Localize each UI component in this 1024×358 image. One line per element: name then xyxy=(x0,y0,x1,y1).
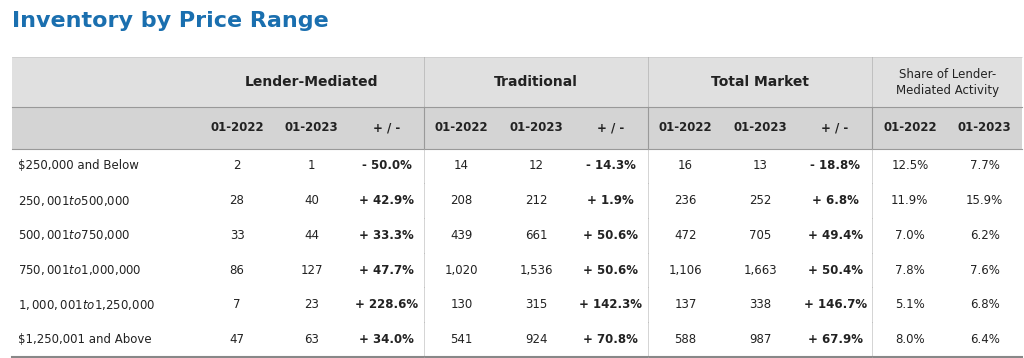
Text: 541: 541 xyxy=(451,333,472,346)
Text: + 6.8%: + 6.8% xyxy=(812,194,858,207)
Text: 439: 439 xyxy=(451,229,472,242)
Text: $750,001 to $1,000,000: $750,001 to $1,000,000 xyxy=(18,263,142,277)
Text: 338: 338 xyxy=(750,298,771,311)
Bar xyxy=(12,57,1022,107)
Text: - 18.8%: - 18.8% xyxy=(810,159,860,173)
Text: Share of Lender-
Mediated Activity: Share of Lender- Mediated Activity xyxy=(896,68,998,97)
Text: 01-2022: 01-2022 xyxy=(883,121,937,135)
Text: $1,000,001 to $1,250,000: $1,000,001 to $1,250,000 xyxy=(18,298,156,312)
Text: 33: 33 xyxy=(229,229,245,242)
Text: 705: 705 xyxy=(750,229,771,242)
Text: + / -: + / - xyxy=(821,121,849,135)
Bar xyxy=(12,107,1022,149)
Text: 472: 472 xyxy=(675,229,696,242)
Text: + 228.6%: + 228.6% xyxy=(355,298,418,311)
Text: 15.9%: 15.9% xyxy=(966,194,1004,207)
Text: 11.9%: 11.9% xyxy=(891,194,929,207)
Text: 130: 130 xyxy=(451,298,472,311)
Text: 6.4%: 6.4% xyxy=(970,333,999,346)
Text: 12.5%: 12.5% xyxy=(891,159,929,173)
Text: Lender-Mediated: Lender-Mediated xyxy=(245,75,379,90)
Text: + / -: + / - xyxy=(373,121,400,135)
Text: $500,001 to $750,000: $500,001 to $750,000 xyxy=(18,228,131,242)
Text: + / -: + / - xyxy=(597,121,625,135)
Text: + 50.6%: + 50.6% xyxy=(584,229,638,242)
Text: 236: 236 xyxy=(675,194,696,207)
Text: 16: 16 xyxy=(678,159,693,173)
Text: 987: 987 xyxy=(750,333,771,346)
Text: + 42.9%: + 42.9% xyxy=(359,194,414,207)
Text: + 33.3%: + 33.3% xyxy=(359,229,414,242)
Text: + 70.8%: + 70.8% xyxy=(584,333,638,346)
Text: + 47.7%: + 47.7% xyxy=(359,263,414,277)
Text: 13: 13 xyxy=(753,159,768,173)
Text: 01-2022: 01-2022 xyxy=(210,121,264,135)
Text: 01-2023: 01-2023 xyxy=(733,121,787,135)
Text: 924: 924 xyxy=(525,333,547,346)
Text: + 49.4%: + 49.4% xyxy=(808,229,862,242)
Text: - 14.3%: - 14.3% xyxy=(586,159,636,173)
Text: 01-2023: 01-2023 xyxy=(957,121,1012,135)
Text: 63: 63 xyxy=(304,333,319,346)
Text: + 34.0%: + 34.0% xyxy=(359,333,414,346)
Text: + 146.7%: + 146.7% xyxy=(804,298,866,311)
Text: 01-2023: 01-2023 xyxy=(509,121,563,135)
Text: 1,020: 1,020 xyxy=(444,263,478,277)
Text: 01-2022: 01-2022 xyxy=(658,121,713,135)
Text: Inventory by Price Range: Inventory by Price Range xyxy=(12,11,329,31)
Text: 44: 44 xyxy=(304,229,319,242)
Text: 315: 315 xyxy=(525,298,547,311)
Text: + 50.6%: + 50.6% xyxy=(584,263,638,277)
Text: 7.8%: 7.8% xyxy=(895,263,925,277)
Text: 23: 23 xyxy=(304,298,319,311)
Text: 7: 7 xyxy=(233,298,241,311)
Text: Traditional: Traditional xyxy=(495,75,578,90)
Text: 1: 1 xyxy=(308,159,315,173)
Text: Total Market: Total Market xyxy=(712,75,809,90)
Text: + 1.9%: + 1.9% xyxy=(588,194,634,207)
Text: 5.1%: 5.1% xyxy=(895,298,925,311)
Text: 1,536: 1,536 xyxy=(519,263,553,277)
Text: 6.2%: 6.2% xyxy=(970,229,999,242)
Text: 6.8%: 6.8% xyxy=(970,298,999,311)
Text: + 67.9%: + 67.9% xyxy=(808,333,862,346)
Text: 86: 86 xyxy=(229,263,245,277)
Text: 28: 28 xyxy=(229,194,245,207)
Text: 47: 47 xyxy=(229,333,245,346)
Text: 137: 137 xyxy=(675,298,696,311)
Text: 40: 40 xyxy=(304,194,319,207)
Text: + 142.3%: + 142.3% xyxy=(580,298,642,311)
Text: 8.0%: 8.0% xyxy=(895,333,925,346)
Text: 127: 127 xyxy=(301,263,323,277)
Text: 12: 12 xyxy=(528,159,544,173)
Text: 01-2022: 01-2022 xyxy=(434,121,488,135)
Text: 7.7%: 7.7% xyxy=(970,159,999,173)
Text: 661: 661 xyxy=(525,229,547,242)
Text: + 50.4%: + 50.4% xyxy=(808,263,862,277)
Text: 252: 252 xyxy=(750,194,771,207)
Text: 212: 212 xyxy=(525,194,547,207)
Text: 01-2023: 01-2023 xyxy=(285,121,339,135)
Text: $1,250,001 and Above: $1,250,001 and Above xyxy=(18,333,152,346)
Text: 1,106: 1,106 xyxy=(669,263,702,277)
Text: 588: 588 xyxy=(675,333,696,346)
Text: $250,001 to $500,000: $250,001 to $500,000 xyxy=(18,194,131,208)
Text: $250,000 and Below: $250,000 and Below xyxy=(18,159,139,173)
Text: 7.6%: 7.6% xyxy=(970,263,999,277)
Text: 14: 14 xyxy=(454,159,469,173)
Text: 7.0%: 7.0% xyxy=(895,229,925,242)
Text: - 50.0%: - 50.0% xyxy=(361,159,412,173)
Text: 1,663: 1,663 xyxy=(743,263,777,277)
Text: 2: 2 xyxy=(233,159,241,173)
Text: 208: 208 xyxy=(451,194,472,207)
